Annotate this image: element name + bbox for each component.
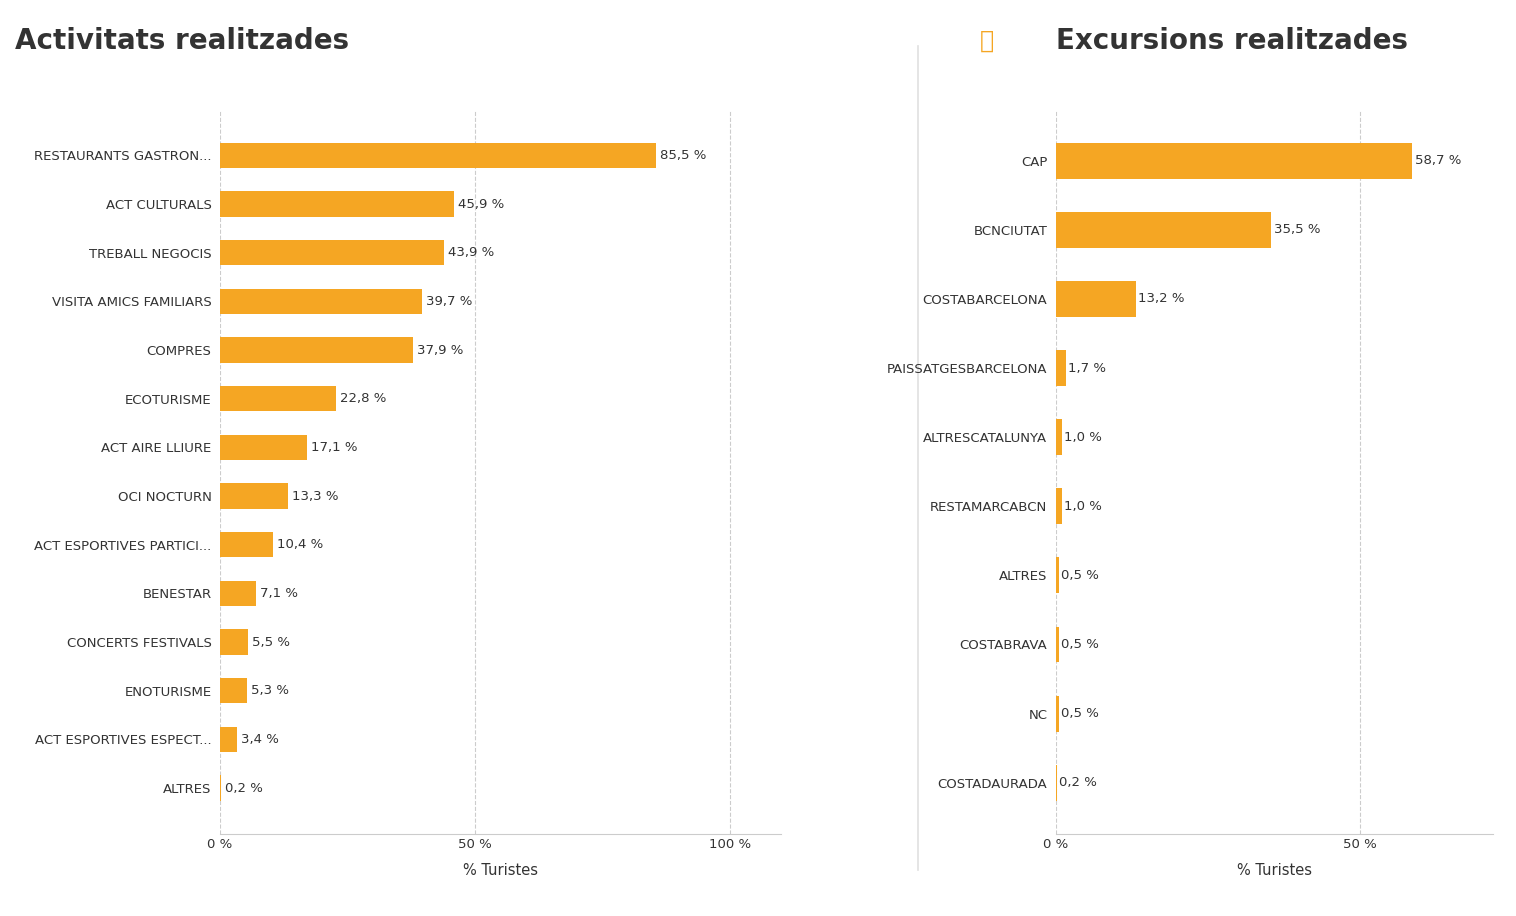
Bar [1055, 695, 1058, 732]
Text: 13,2 %: 13,2 % [1139, 292, 1186, 305]
Text: 7,1 %: 7,1 % [261, 587, 299, 600]
Bar [220, 532, 273, 557]
Bar [220, 581, 256, 606]
Bar [1055, 488, 1061, 524]
Text: 43,9 %: 43,9 % [447, 246, 494, 259]
Text: 1,0 %: 1,0 % [1064, 500, 1102, 513]
Bar [220, 289, 423, 314]
Text: 0,5 %: 0,5 % [1061, 569, 1099, 582]
Bar [220, 678, 247, 703]
Bar [220, 726, 236, 752]
Bar [220, 387, 337, 411]
Bar [220, 337, 414, 363]
Bar [220, 191, 453, 217]
Bar [1055, 143, 1413, 179]
X-axis label: % Turistes: % Turistes [462, 863, 538, 878]
Bar [220, 240, 444, 266]
Text: 17,1 %: 17,1 % [311, 441, 358, 454]
Text: Activitats realitzades: Activitats realitzades [15, 27, 349, 55]
Bar [1055, 281, 1135, 317]
Text: 1,7 %: 1,7 % [1069, 362, 1107, 375]
Text: 5,5 %: 5,5 % [252, 636, 290, 649]
Bar [220, 484, 288, 508]
Bar [220, 629, 249, 655]
Text: 0,5 %: 0,5 % [1061, 707, 1099, 720]
Text: 37,9 %: 37,9 % [417, 344, 464, 356]
Bar [1055, 350, 1066, 386]
Text: 35,5 %: 35,5 % [1273, 224, 1320, 236]
Text: Excursions realitzades: Excursions realitzades [1055, 27, 1407, 55]
Text: 0,2 %: 0,2 % [224, 781, 262, 794]
Text: 58,7 %: 58,7 % [1414, 154, 1461, 168]
Text: 5,3 %: 5,3 % [252, 684, 290, 697]
Text: 1,0 %: 1,0 % [1064, 431, 1102, 443]
Text: ⓘ: ⓘ [981, 29, 994, 53]
Text: 3,4 %: 3,4 % [241, 733, 279, 746]
Text: 0,2 %: 0,2 % [1060, 776, 1098, 790]
X-axis label: % Turistes: % Turistes [1237, 863, 1311, 878]
Bar [1055, 558, 1058, 594]
Text: 22,8 %: 22,8 % [340, 392, 387, 405]
Text: 13,3 %: 13,3 % [291, 489, 338, 503]
Bar [1055, 627, 1058, 662]
Bar [220, 143, 656, 169]
Bar [1055, 212, 1272, 248]
Text: 39,7 %: 39,7 % [426, 295, 473, 308]
Text: 10,4 %: 10,4 % [277, 539, 323, 551]
Bar [1055, 420, 1061, 455]
Bar [220, 435, 308, 460]
Text: 0,5 %: 0,5 % [1061, 638, 1099, 651]
Text: 85,5 %: 85,5 % [659, 149, 706, 162]
Text: 45,9 %: 45,9 % [458, 198, 505, 211]
